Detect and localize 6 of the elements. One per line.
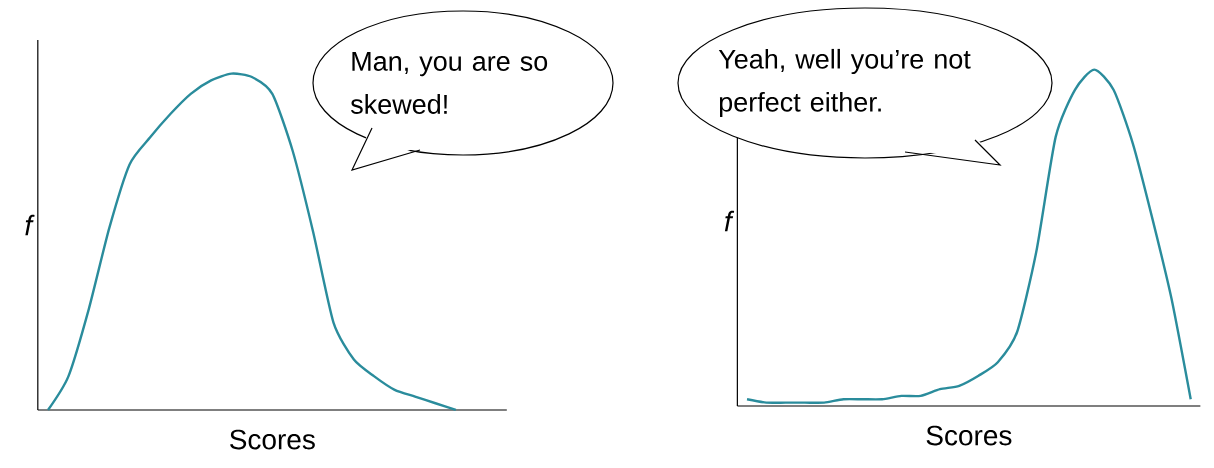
annotation: Man, you are so skewed! — [350, 52, 548, 114]
annotation: Yeah, well you’re not perfect either. — [718, 48, 971, 118]
x-axis-title: Scores — [230, 429, 315, 450]
x-axis-title: Scores — [926, 425, 1012, 446]
y-axis-title: f — [25, 214, 35, 236]
y-axis-title: f — [724, 210, 735, 232]
